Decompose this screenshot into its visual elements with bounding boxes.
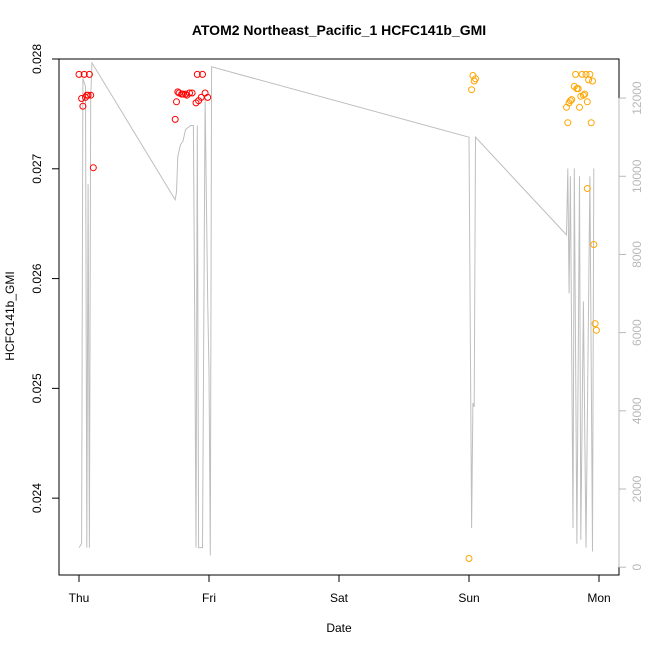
y-tick-label: 0.025 [30, 373, 44, 403]
data-point [465, 555, 473, 562]
x-axis-label: Date [326, 621, 352, 635]
y2-tick-label: 0 [630, 564, 644, 571]
data-point [566, 97, 574, 105]
data-point [89, 164, 97, 172]
y-axis-label: HCFC141b_GMI [3, 271, 17, 360]
y2-tick-label: 2000 [630, 475, 644, 502]
y2-tick-label: 6000 [630, 319, 644, 346]
data-point [568, 96, 576, 104]
x-tick-label: Thu [69, 591, 90, 605]
x-tick-label: Sun [458, 591, 479, 605]
y-tick-label: 0.026 [30, 263, 44, 293]
data-point [85, 70, 93, 78]
x-tick-label: Fri [202, 591, 216, 605]
x-axis: Thu Fri Sat Sun Mon [69, 574, 611, 605]
altitude-series-line [78, 61, 595, 556]
data-point [179, 90, 187, 98]
y2-tick-label: 4000 [630, 397, 644, 424]
y-tick-label: 0.024 [30, 483, 44, 513]
data-point [182, 90, 190, 98]
data-point [589, 77, 596, 85]
data-point [564, 119, 572, 127]
data-point [590, 241, 598, 248]
x-tick-label: Mon [587, 591, 610, 605]
data-point [576, 103, 583, 111]
altitude-line-layer [78, 61, 595, 556]
data-point [579, 91, 587, 99]
data-point [84, 91, 92, 99]
y2-tick-label: 10000 [630, 159, 644, 193]
data-point [582, 70, 590, 78]
data-point [574, 85, 582, 93]
data-point [572, 70, 580, 78]
plot-frame [58, 58, 620, 576]
y2-tick-label: 12000 [630, 81, 644, 115]
data-point [592, 326, 600, 334]
data-point [591, 320, 599, 328]
data-point [186, 89, 193, 97]
data-point [204, 93, 212, 101]
data-point [78, 95, 86, 102]
data-point [583, 185, 591, 192]
data-point [193, 70, 201, 78]
data-point [472, 75, 479, 83]
data-point [75, 70, 83, 78]
y-tick-label: 0.028 [30, 44, 44, 74]
chart-title: ATOM2 Northeast_Pacific_1 HCFC141b_GMI [192, 22, 486, 38]
data-point [586, 70, 594, 78]
data-point [87, 91, 95, 99]
x-tick-label: Sat [330, 591, 349, 605]
data-point [80, 70, 88, 78]
data-point [587, 119, 595, 127]
data-point [79, 102, 87, 110]
data-points-layer [75, 70, 600, 562]
data-point [581, 90, 589, 98]
y-axis-left: 0.024 0.025 0.026 0.027 0.028 [30, 44, 60, 513]
y-axis-right: 0 2000 4000 6000 8000 10000 12000 [618, 81, 644, 571]
data-point [199, 70, 206, 78]
data-point [173, 98, 180, 106]
data-point [468, 86, 476, 94]
y2-tick-label: 8000 [630, 241, 644, 268]
data-point [171, 115, 179, 123]
data-point [188, 89, 196, 97]
y-tick-label: 0.027 [30, 153, 44, 183]
data-point [578, 70, 586, 78]
data-point [583, 98, 591, 106]
